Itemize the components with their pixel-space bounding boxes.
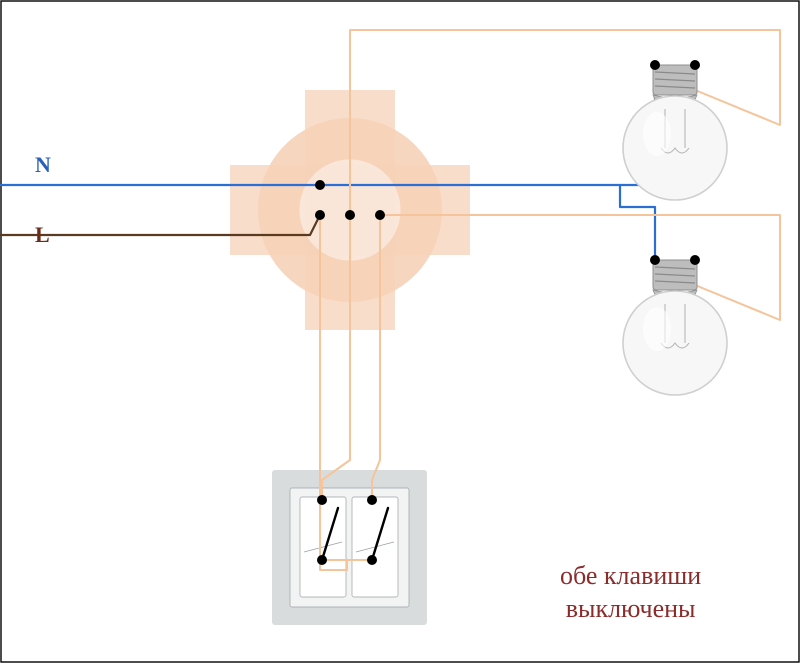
status-caption: обе клавиши выключены: [560, 560, 701, 625]
neutral-label: N: [35, 152, 51, 178]
diagram-stage: N L обе клавиши выключены: [0, 0, 800, 663]
live-label: L: [35, 222, 50, 248]
caption-line-1: обе клавиши: [560, 561, 701, 590]
caption-line-2: выключены: [566, 594, 696, 623]
